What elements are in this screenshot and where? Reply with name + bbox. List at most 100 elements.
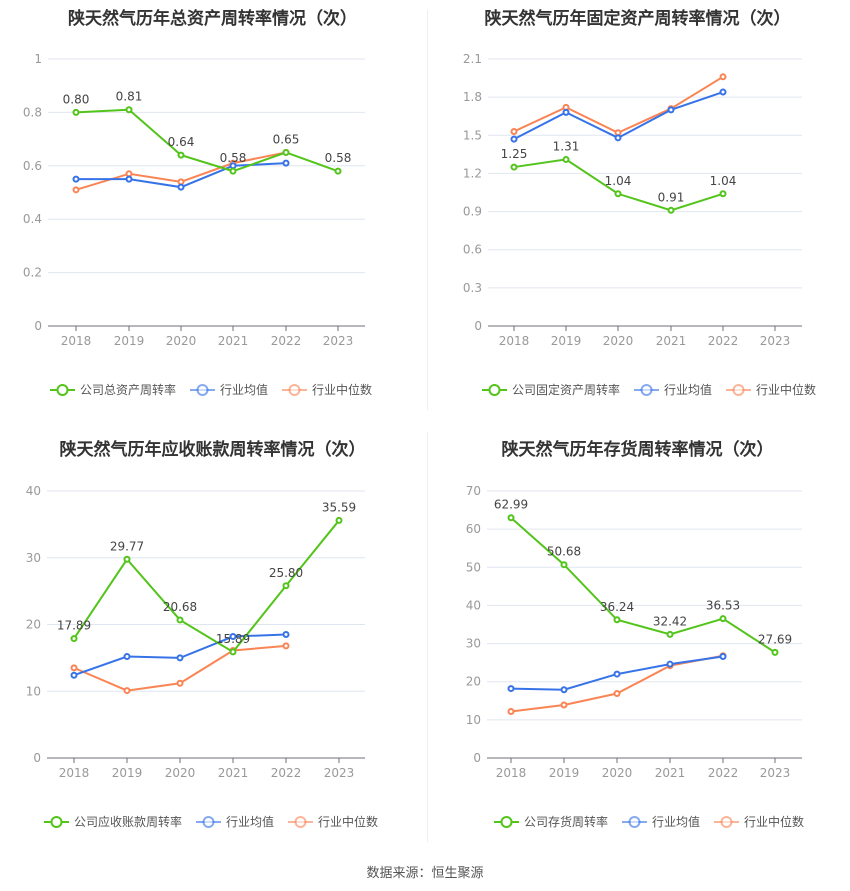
data-point: [719, 190, 727, 198]
data-point: [282, 631, 290, 639]
data-label: 62.99: [494, 498, 528, 512]
data-label: 0.80: [63, 92, 90, 106]
y-tick-label: 0: [34, 319, 42, 333]
data-point: [125, 170, 133, 178]
legend-item[interactable]: 公司存货周转率: [524, 814, 608, 829]
data-label: 0.65: [273, 132, 300, 146]
data-point: [70, 664, 78, 672]
data-point: [613, 616, 621, 624]
data-point: [70, 671, 78, 679]
x-tick-label: 2019: [112, 766, 143, 780]
x-tick-label: 2018: [496, 766, 527, 780]
x-tick-label: 2020: [166, 334, 197, 348]
data-point: [560, 686, 568, 694]
y-tick-label: 50: [466, 560, 481, 574]
data-point: [72, 186, 80, 194]
legend-marker: [732, 384, 745, 396]
data-point: [560, 701, 568, 709]
x-tick-label: 2018: [499, 334, 530, 348]
legend-marker: [50, 816, 63, 828]
legend-marker: [720, 816, 733, 828]
x-tick-label: 2020: [165, 766, 196, 780]
data-point: [282, 148, 290, 156]
data-point: [562, 108, 570, 116]
y-tick-label: 1.8: [463, 90, 482, 104]
data-point: [510, 127, 518, 135]
data-point: [176, 616, 184, 624]
series-line-2: [510, 654, 724, 713]
y-tick-label: 0.6: [23, 159, 42, 173]
data-point: [510, 135, 518, 143]
y-tick-label: 1: [34, 52, 42, 66]
y-tick-label: 0.6: [463, 243, 482, 257]
legend-marker: [500, 816, 513, 828]
legend-item[interactable]: 行业均值: [664, 382, 712, 397]
legend-marker: [196, 384, 209, 396]
data-point: [229, 633, 237, 641]
y-tick-label: 40: [26, 484, 41, 498]
y-tick-label: 0.3: [463, 281, 482, 295]
data-point: [125, 106, 133, 114]
y-tick-label: 0.4: [23, 212, 42, 226]
data-label: 1.25: [501, 147, 528, 161]
data-point: [176, 679, 184, 687]
data-source: 数据来源：恒生聚源: [366, 866, 484, 881]
data-label: 36.53: [706, 599, 740, 613]
data-label: 27.69: [758, 632, 792, 646]
data-point: [123, 555, 131, 563]
x-tick-label: 2019: [551, 334, 582, 348]
legend-item[interactable]: 行业中位数: [312, 382, 372, 397]
y-tick-label: 0: [473, 751, 481, 765]
x-tick-label: 2020: [602, 766, 633, 780]
legend-item[interactable]: 公司总资产周转率: [80, 382, 176, 397]
data-label: 15.89: [216, 632, 250, 646]
data-label: 17.89: [57, 619, 91, 633]
data-point: [666, 630, 674, 638]
data-point: [334, 167, 342, 175]
legend-marker: [628, 816, 641, 828]
divider: [427, 10, 428, 410]
data-point: [177, 178, 185, 186]
legend-item[interactable]: 公司应收账款周转率: [74, 814, 182, 829]
legend-item[interactable]: 公司固定资产周转率: [512, 382, 620, 397]
x-tick-label: 2022: [708, 766, 739, 780]
legend-item[interactable]: 行业中位数: [744, 814, 804, 829]
x-tick-label: 2023: [324, 766, 355, 780]
y-tick-label: 30: [466, 637, 481, 651]
data-label: 1.31: [553, 139, 580, 153]
legend-marker: [640, 384, 653, 396]
y-tick-label: 0.8: [23, 105, 42, 119]
data-label: 36.24: [600, 600, 634, 614]
data-label: 20.68: [163, 600, 197, 614]
data-label: 1.04: [710, 174, 737, 188]
legend-item[interactable]: 行业均值: [226, 814, 274, 829]
data-point: [560, 561, 568, 569]
data-point: [667, 106, 675, 114]
y-tick-label: 0: [474, 319, 482, 333]
x-tick-label: 2021: [655, 766, 686, 780]
legend-item[interactable]: 行业均值: [220, 382, 268, 397]
data-point: [282, 642, 290, 650]
data-point: [177, 183, 185, 191]
y-tick-label: 0.2: [23, 266, 42, 280]
data-point: [123, 687, 131, 695]
data-point: [507, 685, 515, 693]
data-label: 35.59: [322, 500, 356, 514]
data-point: [507, 514, 515, 522]
legend-item[interactable]: 行业中位数: [756, 382, 816, 397]
y-tick-label: 0: [33, 751, 41, 765]
data-point: [229, 167, 237, 175]
data-point: [719, 653, 727, 661]
legend-marker: [56, 384, 69, 396]
data-point: [282, 582, 290, 590]
x-tick-label: 2021: [656, 334, 687, 348]
legend-item[interactable]: 行业均值: [652, 814, 700, 829]
x-tick-label: 2023: [760, 334, 791, 348]
y-tick-label: 2.1: [463, 52, 482, 66]
data-label: 29.77: [110, 539, 144, 553]
legend-item[interactable]: 行业中位数: [318, 814, 378, 829]
data-point: [666, 660, 674, 668]
data-label: 0.91: [658, 190, 685, 204]
x-tick-label: 2019: [114, 334, 145, 348]
